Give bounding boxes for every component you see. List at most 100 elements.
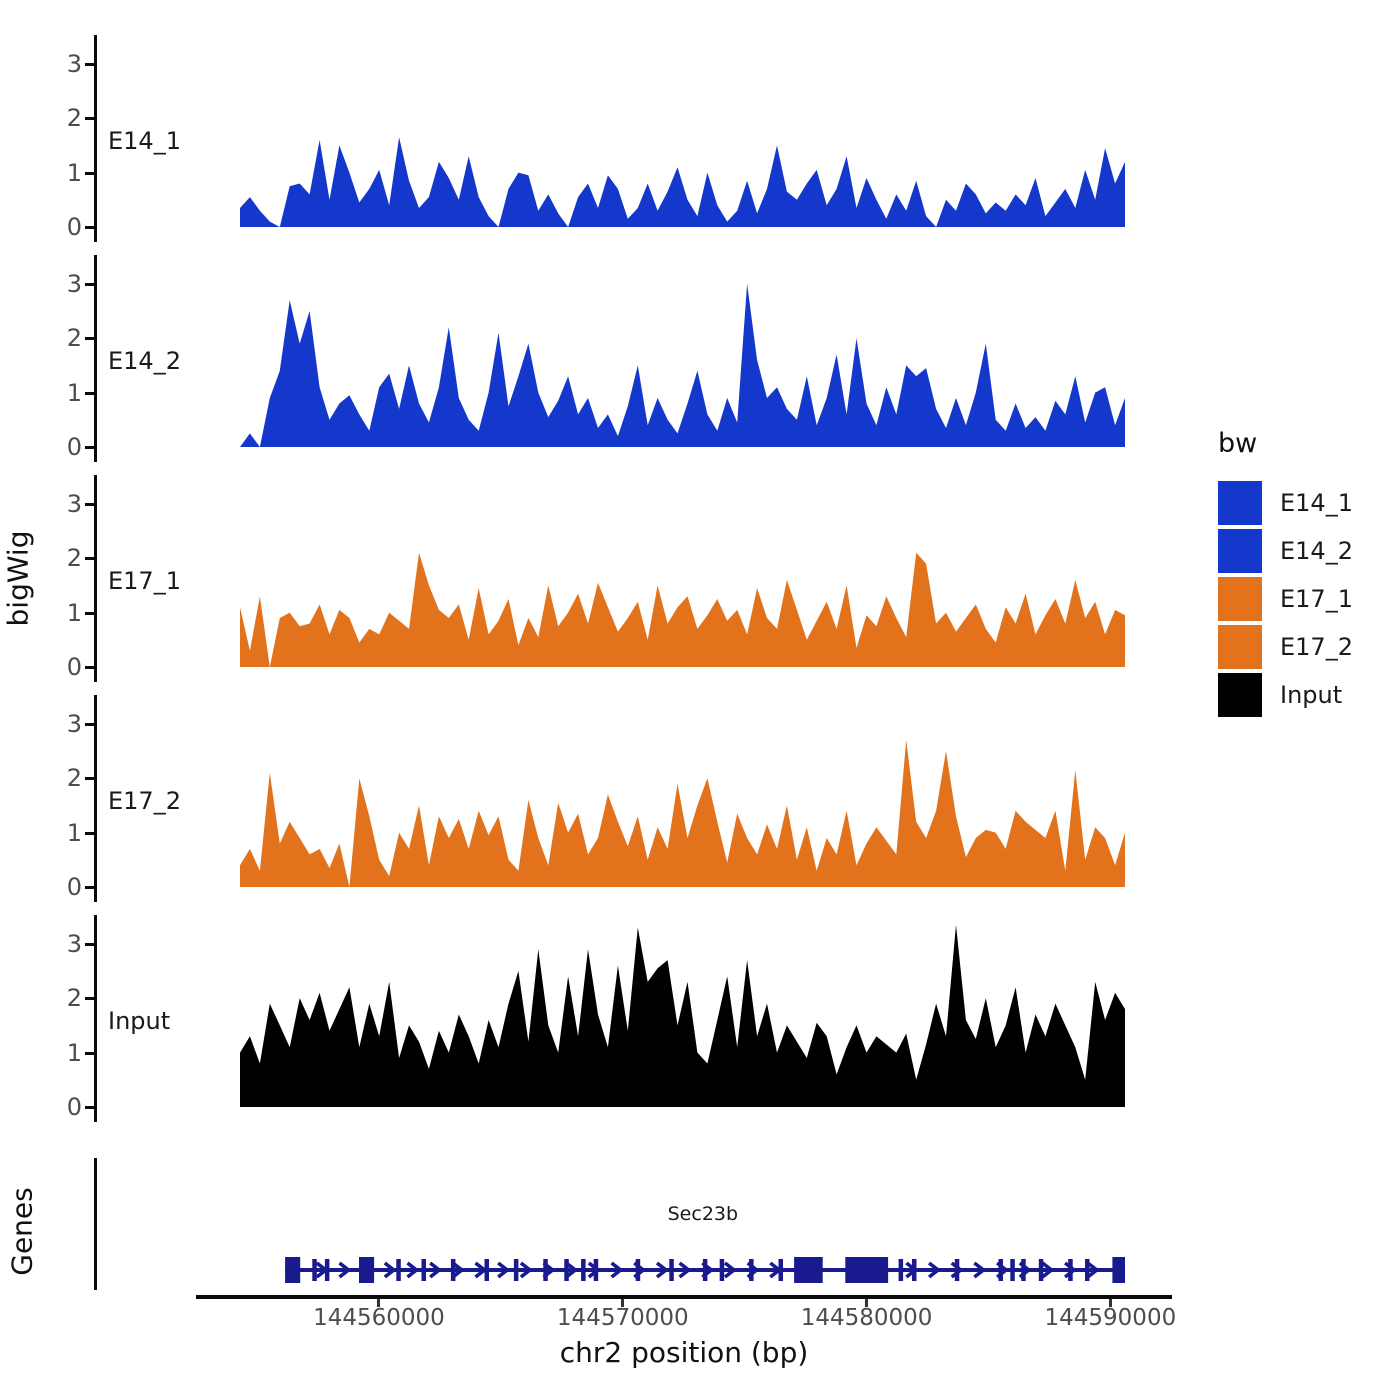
legend-item-label: E17_1 (1280, 585, 1353, 613)
strand-arrow-icon (950, 1261, 964, 1279)
track-Input: 0 1 2 3 Input (0, 910, 1400, 1130)
strand-arrow-icon (678, 1261, 692, 1279)
y-tick-label: 1 (66, 818, 82, 847)
strand-arrow-icon (338, 1261, 352, 1279)
coverage-polygon (240, 552, 1125, 667)
track-label: E14_1 (108, 127, 181, 155)
strand-arrow-icon (1041, 1261, 1055, 1279)
x-axis-title: chr2 position (bp) (559, 1336, 809, 1369)
strand-arrow-icon (973, 1261, 987, 1279)
legend-title: bw (1218, 428, 1258, 459)
gene-track-panel (0, 1150, 1400, 1300)
strand-arrow-icon (519, 1261, 533, 1279)
legend-item-E14_1: E14_1 (1218, 479, 1398, 527)
y-tick-label: 2 (66, 764, 82, 793)
y-tick-label: 3 (66, 489, 82, 518)
exon-bar (1068, 1259, 1073, 1281)
gene-track-axis-line (94, 1158, 97, 1290)
coverage-polygon (240, 283, 1125, 447)
legend-item-label: E17_2 (1280, 633, 1353, 661)
strand-arrow-icon (927, 1261, 942, 1279)
coverage-polygon (240, 924, 1125, 1107)
y-tick-label: 1 (66, 158, 82, 187)
legend-items: E14_1 E14_2 E17_1 E17_2 Input (1218, 479, 1398, 719)
exon-bar (581, 1259, 586, 1281)
legend-swatch-icon (1218, 481, 1262, 525)
strand-arrow-icon (497, 1261, 511, 1279)
coverage-polygon (240, 740, 1125, 887)
y-tick-mark (85, 226, 95, 229)
x-tick-mark (1108, 1299, 1112, 1307)
track-E14_2: 0 1 2 3 E14_2 (0, 250, 1400, 470)
exon-bar (635, 1259, 641, 1281)
legend-swatch-icon (1218, 625, 1262, 669)
exon-bar (543, 1259, 548, 1281)
coverage-area-E14_2 (240, 283, 1125, 447)
track-area (240, 695, 1125, 887)
y-tick-mark (85, 117, 95, 121)
y-tick-label: 0 (66, 213, 82, 241)
y-tick-mark (85, 886, 95, 889)
y-tick-label: 2 (66, 984, 82, 1013)
x-tick-mark (377, 1299, 381, 1307)
exon-bar (702, 1259, 708, 1281)
y-tick-label: 3 (66, 929, 82, 958)
exon-box (1112, 1257, 1125, 1283)
exon-bar (421, 1259, 426, 1281)
track-label: E17_2 (108, 787, 181, 815)
y-tick-label: 0 (66, 873, 82, 901)
coverage-area-Input (240, 924, 1125, 1107)
exon-bar (1085, 1259, 1090, 1281)
exon-bar (719, 1259, 725, 1281)
x-tick-label: 144590000 (1044, 1305, 1177, 1331)
track-label: E17_1 (108, 567, 181, 595)
y-tick-mark (85, 997, 95, 1001)
track-y-axis-line (94, 255, 97, 462)
y-tick-mark (85, 1106, 95, 1109)
y-tick-label: 2 (66, 104, 82, 133)
y-tick-label: 1 (66, 378, 82, 407)
legend-item-label: E14_1 (1280, 489, 1353, 517)
strand-arrow-icon (429, 1261, 443, 1279)
x-tick-label: 144570000 (556, 1305, 689, 1331)
x-tick-label: 144560000 (313, 1305, 445, 1331)
y-tick-label: 1 (66, 598, 82, 627)
legend-item-E14_2: E14_2 (1218, 527, 1398, 575)
y-tick-mark (85, 62, 95, 66)
exon-bar (1021, 1259, 1026, 1281)
exon-bar (749, 1259, 754, 1281)
track-label: Input (108, 1007, 171, 1035)
y-tick-label: 3 (66, 269, 82, 298)
y-tick-mark (85, 557, 95, 561)
strand-arrow-icon (610, 1261, 624, 1279)
strand-arrow-icon (565, 1261, 579, 1279)
coverage-polygon (240, 137, 1125, 227)
track-y-axis-line (94, 475, 97, 682)
y-tick-mark (85, 831, 95, 835)
strand-arrow-icon (723, 1261, 737, 1279)
exon-bar (912, 1259, 917, 1281)
y-tick-mark (85, 171, 95, 175)
legend-swatch-icon (1218, 577, 1262, 621)
exon-bar (312, 1259, 317, 1281)
exon-box (845, 1257, 889, 1283)
exon-bar (564, 1259, 569, 1281)
exon-bar (324, 1259, 330, 1281)
coverage-area-E17_2 (240, 740, 1125, 887)
exon-bar (1038, 1259, 1044, 1281)
exon-bar (450, 1259, 456, 1281)
strand-arrow-icon (1063, 1261, 1078, 1279)
y-tick-mark (85, 666, 95, 669)
y-tick-label: 0 (66, 653, 82, 681)
exon-box (285, 1257, 301, 1283)
track-area (240, 35, 1125, 227)
y-tick-mark (85, 391, 95, 395)
exon-bar (954, 1259, 960, 1281)
x-tick-mark (865, 1299, 869, 1307)
strand-arrow-icon (383, 1261, 397, 1279)
legend-swatch-icon (1218, 673, 1262, 717)
track-E17_1: 0 1 2 3 E17_1 (0, 470, 1400, 690)
y-tick-mark (85, 777, 95, 781)
exon-bar (513, 1259, 519, 1281)
